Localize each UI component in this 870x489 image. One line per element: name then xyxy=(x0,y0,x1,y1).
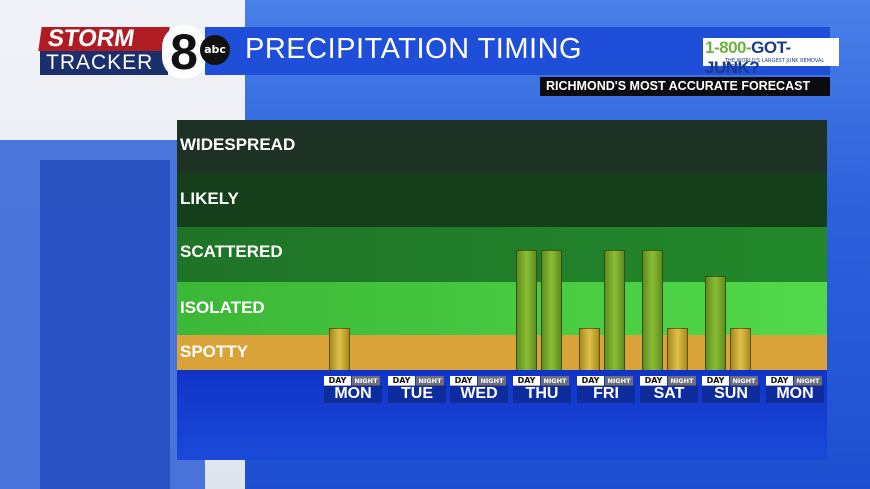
night-label: NIGHT xyxy=(668,376,696,386)
axis-day-sat: DAY NIGHT SAT xyxy=(640,376,698,403)
bar-sat-day xyxy=(642,250,663,370)
axis-day-thu: DAY NIGHT THU xyxy=(513,376,571,403)
day-name: SAT xyxy=(640,385,698,403)
night-label: NIGHT xyxy=(478,376,506,386)
axis-day-fri: DAY NIGHT FRI xyxy=(577,376,635,403)
day-label: DAY xyxy=(450,376,477,386)
storm-tracker-logo: STORM TRACKER 8 abc xyxy=(38,25,230,79)
axis-day-mon: DAY NIGHT MON xyxy=(324,376,382,403)
axis-day-wed: DAY NIGHT WED xyxy=(450,376,508,403)
precipitation-chart: WIDESPREAD LIKELY SCATTERED ISOLATED SPO… xyxy=(177,120,827,370)
bar-fri-night xyxy=(604,250,625,370)
day-label: DAY xyxy=(766,376,793,386)
day-label: DAY xyxy=(702,376,729,386)
background-block-dark xyxy=(40,160,170,489)
sponsor-number: 1-800- xyxy=(705,38,752,57)
abc-logo-icon: abc xyxy=(200,35,230,65)
sponsor-brand: GOT-JUNK? xyxy=(705,38,791,77)
sponsor-subtitle: THE WORLD'S LARGEST JUNK REMOVAL SERVICE xyxy=(725,58,825,70)
page-title: PRECIPITATION TIMING xyxy=(245,33,583,65)
bar-sun-night xyxy=(730,328,751,370)
bar-thu-day xyxy=(516,250,537,370)
band-likely: LIKELY xyxy=(177,173,827,227)
night-label: NIGHT xyxy=(352,376,380,386)
logo-storm-text: STORM xyxy=(38,25,170,52)
band-widespread: WIDESPREAD xyxy=(177,120,827,173)
band-label: SCATTERED xyxy=(180,242,283,261)
axis-day-mon-next: DAY NIGHT MON xyxy=(766,376,824,403)
night-label: NIGHT xyxy=(416,376,444,386)
band-scattered: SCATTERED xyxy=(177,227,827,282)
logo-channel-number: 8 xyxy=(162,25,206,79)
band-label: WIDESPREAD xyxy=(180,135,296,154)
day-name: SUN xyxy=(702,385,760,403)
day-name: THU xyxy=(513,385,571,403)
day-label: DAY xyxy=(324,376,351,386)
day-name: MON xyxy=(766,385,824,403)
day-name: FRI xyxy=(577,385,635,403)
day-label: DAY xyxy=(640,376,667,386)
day-name: WED xyxy=(450,385,508,403)
sponsor-logo: 1-800-GOT-JUNK? THE WORLD'S LARGEST JUNK… xyxy=(703,38,839,77)
day-label: DAY xyxy=(577,376,604,386)
night-label: NIGHT xyxy=(605,376,633,386)
bar-sun-day xyxy=(705,276,726,370)
bar-mon-day xyxy=(329,328,350,370)
day-label: DAY xyxy=(388,376,415,386)
bar-fri-day xyxy=(579,328,600,370)
band-label: ISOLATED xyxy=(180,298,265,317)
logo-tracker-text: TRACKER xyxy=(40,51,168,75)
sponsor-main-text: 1-800-GOT-JUNK? xyxy=(705,38,839,78)
band-label: LIKELY xyxy=(180,189,239,208)
band-label: SPOTTY xyxy=(180,342,249,361)
night-label: NIGHT xyxy=(541,376,569,386)
bar-sat-night xyxy=(667,328,688,370)
bar-thu-night xyxy=(541,250,562,370)
night-label: NIGHT xyxy=(794,376,822,386)
tagline-banner: RICHMOND'S MOST ACCURATE FORECAST xyxy=(540,77,830,96)
day-name: TUE xyxy=(388,385,446,403)
axis-day-sun: DAY NIGHT SUN xyxy=(702,376,760,403)
axis-day-tue: DAY NIGHT TUE xyxy=(388,376,446,403)
night-label: NIGHT xyxy=(730,376,758,386)
day-label: DAY xyxy=(513,376,540,386)
day-name: MON xyxy=(324,385,382,403)
